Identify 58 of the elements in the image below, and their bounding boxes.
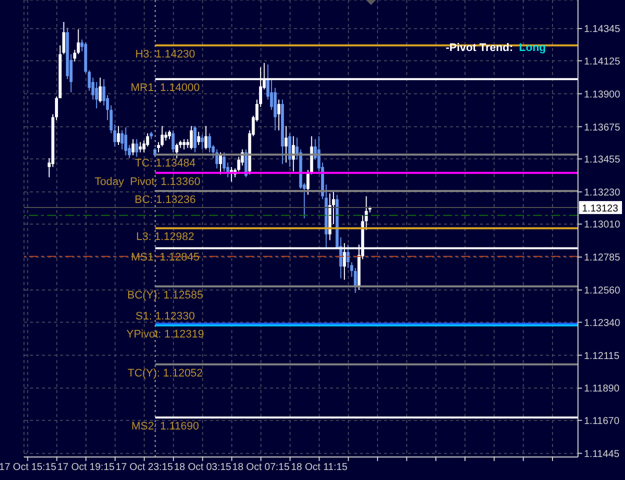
x-tick-label: 18 Oct 03:15 (174, 462, 232, 474)
y-tick-label: 1.12340 (584, 318, 621, 329)
candlestick (132, 138, 135, 156)
candlestick (62, 21, 66, 55)
ref-line-label: 1.13123 (582, 204, 619, 215)
annotation: Today (94, 176, 124, 188)
y-tick-label: 1.11670 (584, 416, 620, 427)
x-tick-label: 18 Oct 11:15 (290, 462, 348, 474)
series-label: BC: 1.13236 (134, 194, 196, 206)
y-tick-label: 1.11890 (584, 384, 620, 395)
candlestick (284, 125, 288, 164)
y-tick-label: 1.14345 (584, 24, 621, 36)
x-tick-label: 18 Oct 07:15 (232, 462, 290, 474)
series-label: H3: 1.14230 (135, 48, 196, 60)
series-label: YPivot: 1.12319 (126, 328, 204, 340)
series-label: TC(Y): 1.12052 (128, 367, 203, 380)
series-label: Pivot: 1.13360 (130, 176, 200, 188)
series-label: TC: 1.13484 (134, 158, 196, 170)
candlestick (354, 268, 357, 294)
x-tick-label: 17 Oct 23:15 (116, 462, 174, 474)
series-label: S1: 1.12330 (136, 310, 195, 323)
series-label: MR1: 1.14000 (130, 82, 200, 94)
x-tick-label: 17 Oct 15:15 (0, 462, 57, 474)
candlestick (288, 132, 292, 168)
y-tick-label: 1.12785 (584, 252, 621, 264)
series-label: MS2: 1.11690 (131, 420, 200, 432)
candlestick (113, 124, 116, 147)
y-tick-label: 1.11445 (584, 448, 620, 460)
candlestick (182, 138, 186, 150)
candlestick (200, 134, 204, 150)
candlestick (197, 131, 200, 146)
candlestick (124, 126, 128, 156)
candlestick (95, 82, 98, 109)
candlestick (193, 125, 196, 153)
y-tick-label: 1.13455 (584, 154, 621, 166)
y-tick-label: 1.13010 (584, 220, 621, 231)
candlestick (175, 143, 178, 159)
candlestick (218, 152, 222, 175)
y-tick-label: 1.13900 (584, 89, 621, 100)
series-label: L3: 1.12982 (136, 231, 194, 244)
candlestick (204, 125, 208, 150)
candlestick (135, 138, 138, 158)
x-tick-label: 17 Oct 19:15 (57, 462, 116, 474)
y-tick-label: 1.14125 (584, 56, 621, 68)
candlestick (277, 99, 280, 131)
candlestick (98, 77, 102, 104)
y-tick-label: 1.13230 (584, 187, 621, 198)
candlestick (73, 49, 76, 62)
candlestick (172, 130, 175, 153)
y-tick-label: 1.12115 (584, 350, 620, 362)
series-label: BC(Y): 1.12585 (127, 289, 204, 302)
candlestick (116, 125, 120, 146)
y-tick-label: 1.13675 (584, 122, 621, 134)
candlestick (190, 125, 193, 150)
y-tick-label: 1.12560 (584, 286, 621, 297)
candlestick (138, 142, 142, 153)
candlestick (76, 28, 80, 55)
candlestick (222, 152, 226, 172)
